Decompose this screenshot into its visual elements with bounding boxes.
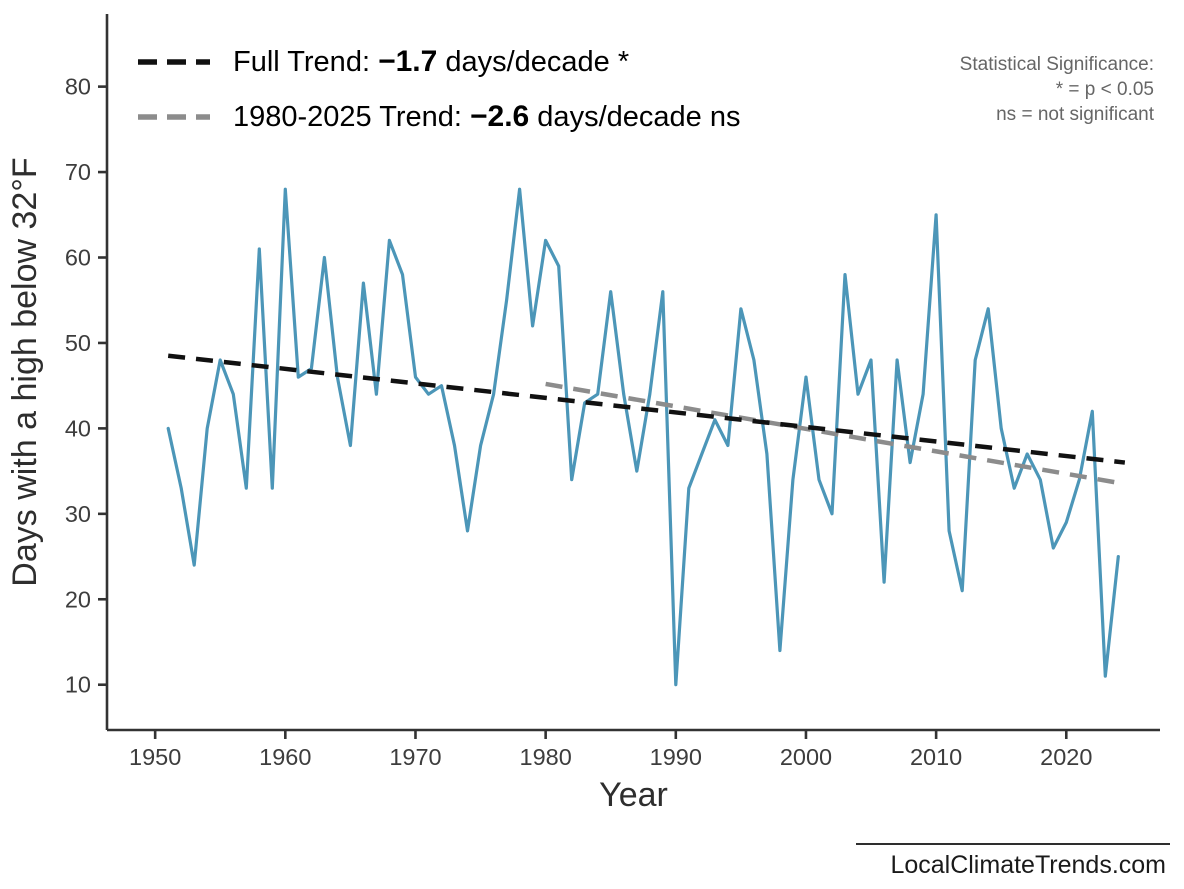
x-tick-label: 1950	[129, 744, 181, 770]
legend-recent-trend-value: −2.6	[470, 99, 530, 133]
legend-item-full-trend: Full Trend: −1.7 days/decade *	[136, 34, 740, 89]
x-tick-label: 1970	[389, 744, 441, 770]
significance-note-star-rule: * = p < 0.05	[1055, 79, 1154, 101]
y-tick-label: 30	[65, 501, 91, 527]
trend-1980-2025-line	[545, 381, 1126, 487]
y-tick-label: 10	[65, 672, 91, 698]
legend-label-full-trend: Full Trend: −1.7 days/decade *	[233, 45, 629, 79]
legend-item-recent-trend: 1980-2025 Trend: −2.6 days/decade ns	[136, 89, 740, 144]
y-tick-label: 80	[65, 74, 91, 100]
x-tick-label: 2020	[1040, 744, 1092, 770]
y-tick-label: 70	[65, 159, 91, 185]
trend-legend: Full Trend: −1.7 days/decade * 1980-2025…	[136, 34, 740, 144]
site-watermark-text: LocalClimateTrends.com	[890, 851, 1166, 879]
full-trend-dash-swatch	[138, 58, 210, 65]
legend-full-trend-suffix: days/decade *	[437, 45, 630, 78]
legend-recent-trend-prefix: 1980-2025 Trend:	[233, 100, 471, 133]
x-tick-label: 1980	[520, 744, 572, 770]
data-series-line	[166, 187, 1120, 687]
significance-note-title: Statistical Significance:	[959, 54, 1154, 75]
x-tick-label: 1990	[650, 744, 702, 770]
y-tick-label: 50	[65, 330, 91, 356]
x-axis-title: Year	[599, 776, 668, 814]
full-trend-line	[167, 353, 1126, 465]
legend-recent-trend-suffix: days/decade ns	[529, 100, 741, 133]
legend-full-trend-prefix: Full Trend:	[233, 45, 379, 78]
significance-note-ns-rule: ns = not significant	[996, 104, 1154, 126]
x-tick-label: 2000	[780, 744, 832, 770]
y-tick-label: 60	[65, 245, 91, 271]
x-tick-label: 2010	[910, 744, 962, 770]
legend-full-trend-value: −1.7	[378, 44, 438, 78]
recent-trend-dash-swatch	[138, 113, 210, 120]
y-axis-title: Days with a high below 32°F	[6, 157, 44, 586]
significance-note: Statistical Significance: * = p < 0.05 n…	[960, 52, 1154, 127]
x-tick-label: 1960	[259, 744, 311, 770]
site-watermark: LocalClimateTrends.com	[856, 843, 1170, 880]
legend-label-recent-trend: 1980-2025 Trend: −2.6 days/decade ns	[233, 100, 740, 134]
y-tick-label: 40	[65, 415, 91, 441]
y-tick-label: 20	[65, 586, 91, 612]
